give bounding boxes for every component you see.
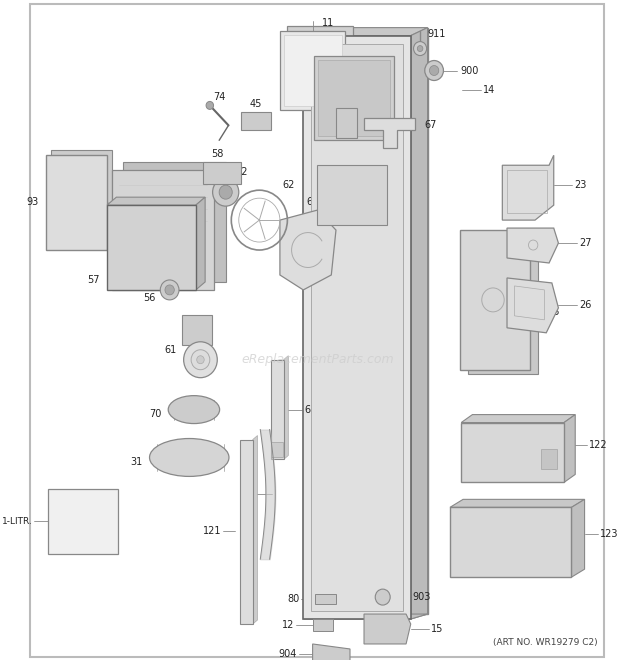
Text: 62: 62 <box>283 180 295 190</box>
FancyBboxPatch shape <box>336 108 356 138</box>
Polygon shape <box>123 162 226 282</box>
Polygon shape <box>410 28 428 619</box>
Text: 63: 63 <box>335 95 347 105</box>
Text: 69: 69 <box>306 197 319 207</box>
Text: 56: 56 <box>143 293 156 303</box>
Polygon shape <box>364 118 415 148</box>
Text: 903: 903 <box>413 592 431 602</box>
Polygon shape <box>364 614 410 644</box>
Polygon shape <box>572 499 585 577</box>
Text: 26: 26 <box>579 300 591 310</box>
Text: 14: 14 <box>483 85 495 95</box>
Polygon shape <box>280 210 336 290</box>
Text: 70: 70 <box>149 408 161 418</box>
Text: 67: 67 <box>425 120 437 130</box>
Polygon shape <box>283 356 288 459</box>
Text: 61: 61 <box>165 345 177 355</box>
Text: 12: 12 <box>281 620 294 630</box>
Text: 6: 6 <box>304 405 311 414</box>
Circle shape <box>213 178 239 206</box>
FancyBboxPatch shape <box>283 34 342 106</box>
Text: 7: 7 <box>242 489 248 499</box>
Circle shape <box>184 342 217 377</box>
Text: 58: 58 <box>211 149 223 159</box>
FancyBboxPatch shape <box>311 44 403 611</box>
Text: 93: 93 <box>27 197 39 207</box>
Text: 23: 23 <box>574 180 587 190</box>
Circle shape <box>197 356 204 364</box>
FancyBboxPatch shape <box>112 171 215 290</box>
FancyBboxPatch shape <box>240 440 253 624</box>
Text: 1-LITR.: 1-LITR. <box>1 517 32 525</box>
Text: 900: 900 <box>460 65 479 75</box>
Polygon shape <box>502 155 554 220</box>
Text: 80: 80 <box>287 594 299 604</box>
FancyBboxPatch shape <box>270 360 283 459</box>
Polygon shape <box>107 197 205 205</box>
Circle shape <box>219 185 232 199</box>
FancyBboxPatch shape <box>241 112 270 130</box>
Text: 57: 57 <box>87 275 100 285</box>
Text: 25: 25 <box>547 307 560 317</box>
FancyBboxPatch shape <box>46 155 107 250</box>
FancyBboxPatch shape <box>30 4 604 657</box>
Polygon shape <box>51 150 112 245</box>
Text: 72: 72 <box>235 167 247 177</box>
FancyBboxPatch shape <box>316 594 336 604</box>
Polygon shape <box>507 228 559 263</box>
Polygon shape <box>507 278 559 332</box>
Circle shape <box>425 61 443 81</box>
Circle shape <box>165 285 174 295</box>
Text: 31: 31 <box>130 457 143 467</box>
FancyBboxPatch shape <box>272 442 283 457</box>
Text: 122: 122 <box>589 440 608 449</box>
Polygon shape <box>461 414 575 422</box>
FancyBboxPatch shape <box>318 59 390 136</box>
Text: 121: 121 <box>203 526 221 536</box>
FancyBboxPatch shape <box>312 619 333 631</box>
FancyBboxPatch shape <box>107 205 196 290</box>
Polygon shape <box>564 414 575 483</box>
Text: 911: 911 <box>428 28 446 38</box>
FancyBboxPatch shape <box>203 162 241 184</box>
FancyBboxPatch shape <box>314 56 394 140</box>
Text: 11: 11 <box>322 18 334 28</box>
FancyBboxPatch shape <box>460 230 530 369</box>
Polygon shape <box>312 644 350 661</box>
Text: 15: 15 <box>432 624 444 634</box>
Circle shape <box>414 42 427 56</box>
Ellipse shape <box>168 396 219 424</box>
FancyBboxPatch shape <box>541 449 557 469</box>
FancyBboxPatch shape <box>280 30 345 110</box>
Polygon shape <box>303 28 428 36</box>
Polygon shape <box>450 499 585 508</box>
FancyBboxPatch shape <box>317 165 388 225</box>
Polygon shape <box>320 28 428 614</box>
FancyBboxPatch shape <box>48 489 118 554</box>
FancyBboxPatch shape <box>288 26 353 105</box>
FancyBboxPatch shape <box>461 422 564 483</box>
Text: 27: 27 <box>579 238 591 248</box>
FancyBboxPatch shape <box>182 315 211 345</box>
Text: 123: 123 <box>600 529 618 539</box>
Polygon shape <box>303 36 410 619</box>
Text: 36: 36 <box>190 330 202 341</box>
Circle shape <box>161 280 179 300</box>
FancyBboxPatch shape <box>467 234 538 373</box>
Text: 904: 904 <box>278 649 297 659</box>
Text: eReplacementParts.com: eReplacementParts.com <box>241 353 394 366</box>
Circle shape <box>375 589 390 605</box>
Polygon shape <box>253 436 257 624</box>
Circle shape <box>417 46 423 52</box>
Text: 45: 45 <box>249 99 262 110</box>
Circle shape <box>191 350 210 369</box>
Polygon shape <box>196 197 205 290</box>
Text: (ART NO. WR19279 C2): (ART NO. WR19279 C2) <box>493 638 598 647</box>
Ellipse shape <box>149 438 229 477</box>
Polygon shape <box>303 614 428 619</box>
Circle shape <box>430 65 439 75</box>
FancyBboxPatch shape <box>450 508 572 577</box>
Text: 74: 74 <box>213 93 225 102</box>
Circle shape <box>206 101 213 110</box>
